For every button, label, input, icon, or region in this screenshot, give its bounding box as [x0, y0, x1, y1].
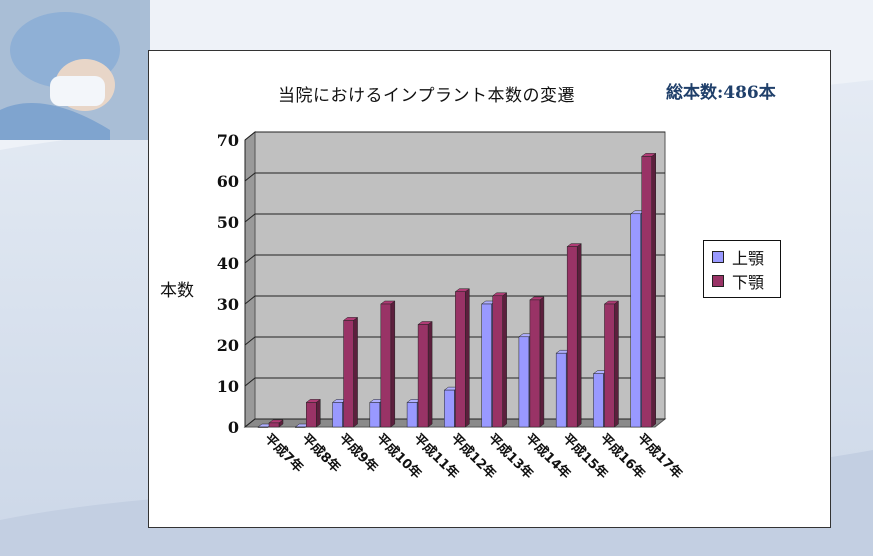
- bar-lower: [529, 299, 541, 428]
- gridline: [244, 254, 665, 264]
- bar-upper: [593, 373, 604, 428]
- gridline: [244, 131, 665, 141]
- bar-lower: [566, 246, 578, 428]
- y-tick-label: 40: [217, 254, 239, 273]
- y-tick-label: 60: [217, 172, 239, 191]
- y-tick-label: 30: [217, 295, 239, 314]
- bar-side: [614, 300, 619, 428]
- legend-item-lower: 下顎: [712, 271, 765, 292]
- x-tick-label: 平成9年: [336, 431, 381, 476]
- bar-lower: [641, 156, 652, 428]
- surgeon-photo: [0, 0, 150, 140]
- y-tick-label: 0: [228, 418, 239, 437]
- bar-lower: [417, 324, 429, 428]
- legend-swatch-upper: [712, 251, 724, 263]
- legend: 上顎 下顎: [703, 240, 781, 298]
- bar-side: [502, 292, 507, 428]
- bar-lower: [604, 303, 615, 428]
- bar-side: [316, 398, 321, 428]
- bar-lower: [492, 295, 503, 428]
- legend-swatch-lower: [712, 275, 724, 287]
- bar-upper: [257, 426, 269, 428]
- bar-side: [465, 288, 470, 428]
- bar-lower: [343, 320, 354, 428]
- y-tick-label: 20: [217, 336, 239, 355]
- bar-upper: [444, 389, 455, 428]
- bar-side: [353, 316, 358, 428]
- gridline: [244, 295, 665, 305]
- bar-upper: [481, 303, 492, 428]
- bar-side: [390, 300, 396, 428]
- bar-side: [651, 152, 656, 428]
- bar-side: [539, 296, 545, 428]
- bar-lower: [455, 291, 466, 428]
- bar-side: [576, 243, 582, 428]
- chart-title: 当院におけるインプラント本数の変遷: [278, 86, 575, 106]
- gridline: [244, 172, 665, 182]
- bar-side: [427, 321, 433, 428]
- bar-upper: [630, 213, 641, 428]
- bar-lower: [380, 303, 392, 428]
- legend-item-upper: 上顎: [712, 247, 765, 268]
- y-tick-label: 10: [217, 377, 239, 396]
- bar-upper: [518, 336, 530, 428]
- bar-upper: [555, 352, 567, 428]
- bar-upper: [406, 402, 418, 428]
- bar-upper: [295, 426, 306, 428]
- legend-label-upper: 上顎: [732, 249, 765, 268]
- gridline: [244, 213, 665, 223]
- y-tick-label: 70: [217, 131, 239, 150]
- bar-upper: [369, 402, 381, 428]
- bar-lower: [268, 422, 280, 428]
- bar-upper: [332, 402, 343, 428]
- y-axis-label: 本数: [160, 281, 194, 301]
- legend-label-lower: 下顎: [732, 273, 765, 292]
- x-tick-label: 平成7年: [261, 431, 306, 476]
- total-count-label: 総本数:486本: [666, 83, 776, 103]
- bar-lower: [306, 402, 317, 428]
- plot-side-wall: [244, 130, 256, 429]
- x-tick-label: 平成8年: [298, 431, 343, 476]
- y-tick-label: 50: [217, 213, 239, 232]
